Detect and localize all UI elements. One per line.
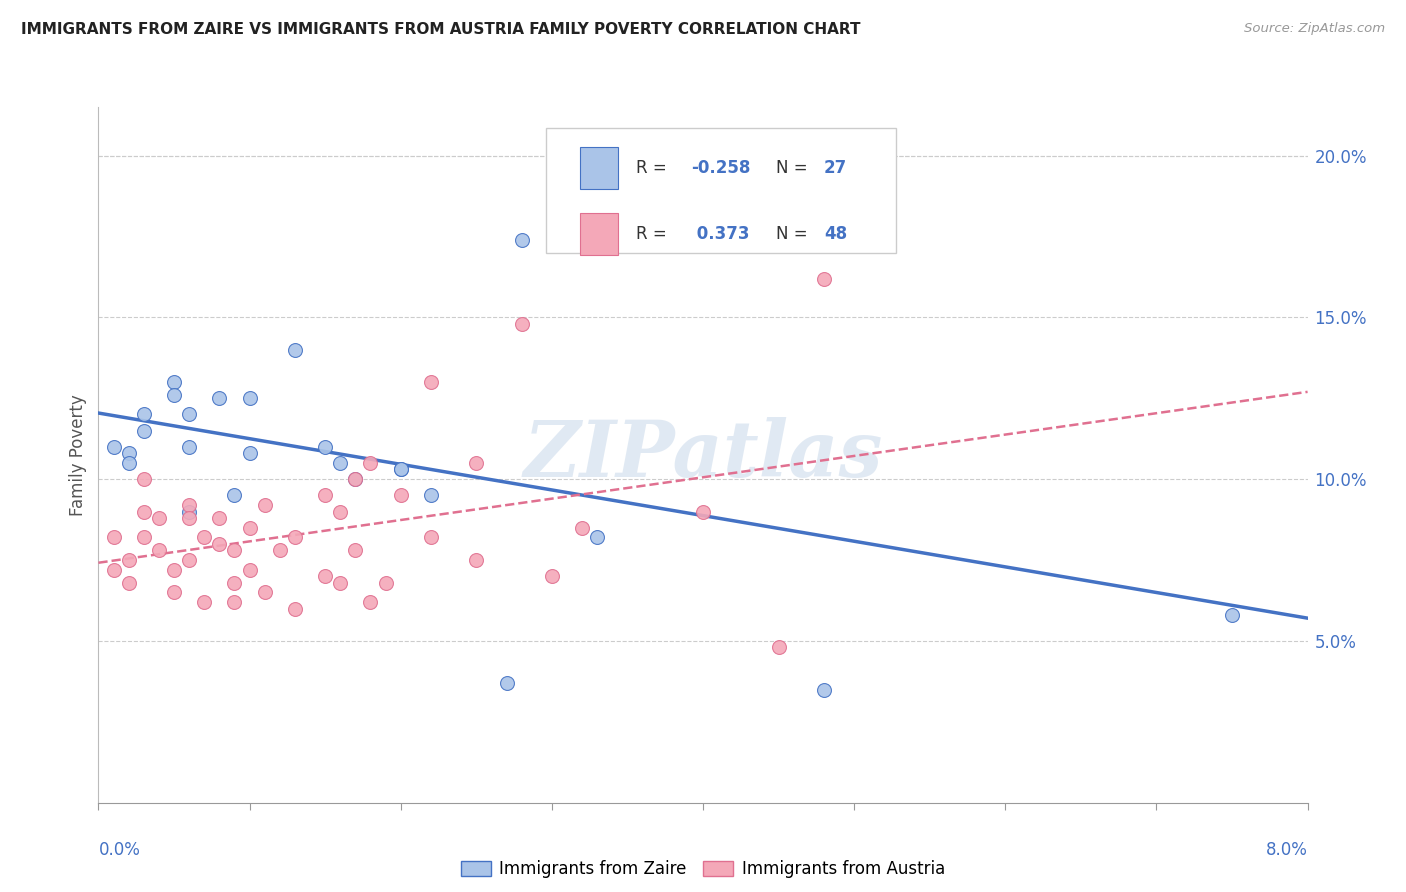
Text: N =: N =: [776, 160, 813, 178]
Point: [239, 521, 262, 535]
Point: [510, 317, 533, 331]
Point: [329, 456, 352, 470]
Point: [768, 640, 790, 655]
Text: IMMIGRANTS FROM ZAIRE VS IMMIGRANTS FROM AUSTRIA FAMILY POVERTY CORRELATION CHAR: IMMIGRANTS FROM ZAIRE VS IMMIGRANTS FROM…: [21, 22, 860, 37]
Point: [118, 446, 141, 460]
Point: [314, 488, 336, 502]
Point: [269, 543, 291, 558]
Point: [179, 511, 201, 525]
Point: [389, 462, 412, 476]
Point: [1220, 608, 1243, 623]
Y-axis label: Family Poverty: Family Poverty: [69, 394, 87, 516]
Point: [179, 498, 201, 512]
Point: [314, 440, 336, 454]
Point: [692, 504, 714, 518]
Point: [465, 456, 488, 470]
Point: [420, 375, 443, 389]
Point: [239, 392, 262, 406]
Point: [193, 595, 215, 609]
Legend: Immigrants from Zaire, Immigrants from Austria: Immigrants from Zaire, Immigrants from A…: [454, 854, 952, 885]
Text: 27: 27: [824, 160, 848, 178]
Point: [224, 488, 246, 502]
Point: [389, 488, 412, 502]
Point: [132, 531, 155, 545]
Point: [132, 424, 155, 438]
Point: [586, 239, 609, 253]
Point: [239, 446, 262, 460]
Point: [344, 472, 367, 486]
Point: [420, 488, 443, 502]
Text: ZIPatlas: ZIPatlas: [523, 417, 883, 493]
Text: Source: ZipAtlas.com: Source: ZipAtlas.com: [1244, 22, 1385, 36]
FancyBboxPatch shape: [579, 213, 619, 254]
Point: [813, 271, 835, 285]
Point: [420, 531, 443, 545]
Point: [224, 575, 246, 590]
Point: [118, 456, 141, 470]
Text: R =: R =: [637, 225, 672, 243]
Point: [253, 585, 276, 599]
Point: [239, 563, 262, 577]
Point: [360, 595, 382, 609]
Point: [329, 504, 352, 518]
Point: [193, 531, 215, 545]
Text: R =: R =: [637, 160, 672, 178]
Point: [132, 504, 155, 518]
Point: [344, 543, 367, 558]
Point: [465, 553, 488, 567]
Point: [360, 456, 382, 470]
Point: [284, 601, 307, 615]
Text: 0.373: 0.373: [690, 225, 749, 243]
Point: [208, 511, 231, 525]
Text: 8.0%: 8.0%: [1265, 841, 1308, 859]
Point: [103, 440, 125, 454]
Point: [132, 408, 155, 422]
Point: [118, 575, 141, 590]
Point: [208, 392, 231, 406]
Point: [510, 233, 533, 247]
Point: [813, 682, 835, 697]
Text: 0.0%: 0.0%: [98, 841, 141, 859]
FancyBboxPatch shape: [546, 128, 897, 253]
Point: [344, 472, 367, 486]
Point: [163, 563, 186, 577]
Point: [284, 531, 307, 545]
Point: [208, 537, 231, 551]
Point: [374, 575, 396, 590]
Point: [179, 504, 201, 518]
Point: [163, 375, 186, 389]
Point: [179, 440, 201, 454]
Point: [179, 408, 201, 422]
Point: [571, 521, 593, 535]
Point: [103, 531, 125, 545]
Text: -0.258: -0.258: [690, 160, 751, 178]
Point: [253, 498, 276, 512]
Text: 48: 48: [824, 225, 846, 243]
Text: N =: N =: [776, 225, 813, 243]
Point: [132, 472, 155, 486]
Point: [389, 462, 412, 476]
Point: [179, 553, 201, 567]
Point: [163, 388, 186, 402]
Point: [224, 595, 246, 609]
Point: [586, 531, 609, 545]
Point: [103, 563, 125, 577]
Point: [314, 569, 336, 583]
Point: [224, 543, 246, 558]
Point: [148, 543, 170, 558]
FancyBboxPatch shape: [579, 147, 619, 189]
Point: [163, 585, 186, 599]
Point: [541, 569, 564, 583]
Point: [495, 676, 517, 690]
Point: [118, 553, 141, 567]
Point: [329, 575, 352, 590]
Point: [148, 511, 170, 525]
Point: [284, 343, 307, 357]
